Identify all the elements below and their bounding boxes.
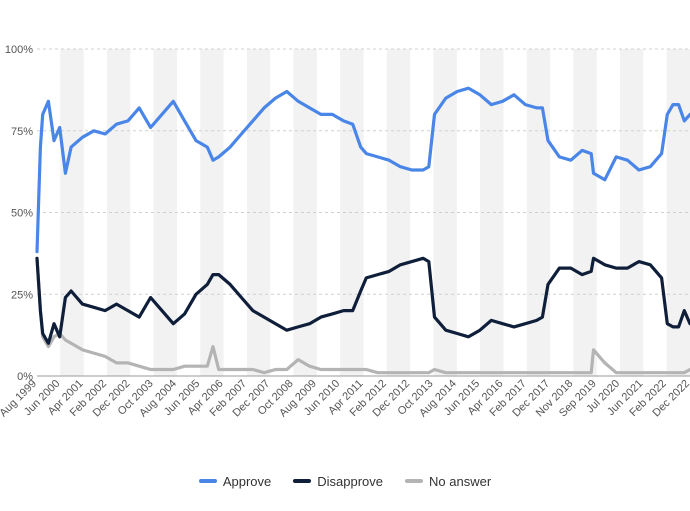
- column-band: [666, 49, 690, 376]
- y-tick-label: 75%: [11, 126, 33, 138]
- series-line-approve: [35, 86, 690, 254]
- legend-label: Approve: [222, 473, 272, 489]
- column-band: [293, 49, 317, 376]
- legend-label: No answer: [429, 473, 492, 489]
- legend-swatch: [198, 479, 217, 483]
- legend-swatch: [293, 479, 312, 483]
- series-line-no-answer: [35, 256, 690, 375]
- gridlines: [37, 48, 690, 377]
- series-lines: [35, 86, 690, 375]
- column-band: [246, 49, 271, 376]
- legend-label: Disapprove: [317, 473, 384, 489]
- legend: Approve Disapprove No answer: [0, 470, 690, 492]
- y-tick-label: 50%: [11, 208, 33, 220]
- series-line-disapprove: [35, 256, 690, 345]
- y-tick-label: 25%: [11, 289, 33, 301]
- legend-item-approve[interactable]: Approve: [198, 473, 272, 489]
- legend-item-disapprove[interactable]: Disapprove: [293, 474, 383, 489]
- y-tick-label: 100%: [5, 44, 33, 56]
- y-axis-ticks: 0% 25% 50% 75% 100%: [5, 44, 33, 383]
- column-band: [480, 49, 504, 376]
- column-band: [526, 49, 551, 376]
- legend-item-no-answer[interactable]: No answer: [405, 474, 491, 489]
- column-band: [106, 49, 131, 376]
- y-tick-label: 0%: [17, 371, 33, 383]
- legend-swatch: [405, 479, 424, 483]
